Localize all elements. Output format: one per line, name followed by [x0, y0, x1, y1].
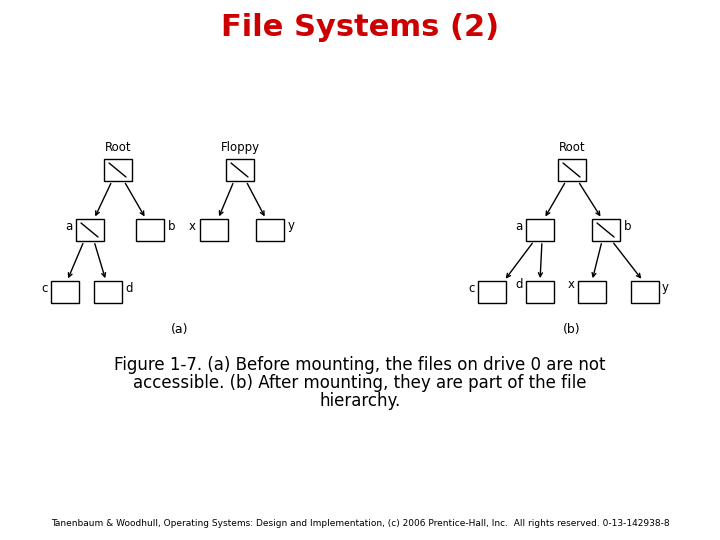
Text: x: x [189, 219, 196, 233]
Text: (b): (b) [563, 323, 581, 336]
Bar [478, 281, 506, 303]
Bar [526, 281, 554, 303]
Text: Root: Root [559, 141, 585, 154]
Text: Figure 1-7. (a) Before mounting, the files on drive 0 are not: Figure 1-7. (a) Before mounting, the fil… [114, 356, 606, 374]
Text: Tanenbaum & Woodhull, Operating Systems: Design and Implementation, (c) 2006 Pre: Tanenbaum & Woodhull, Operating Systems:… [50, 519, 670, 528]
Text: hierarchy.: hierarchy. [320, 392, 400, 410]
Bar [104, 159, 132, 181]
Bar [200, 219, 228, 241]
Bar [578, 281, 606, 303]
Text: (a): (a) [171, 323, 189, 336]
Text: b: b [168, 219, 176, 233]
Text: c: c [42, 281, 48, 294]
Text: File Systems (2): File Systems (2) [221, 12, 499, 42]
Text: c: c [469, 281, 475, 294]
Bar [631, 281, 659, 303]
Text: Root: Root [104, 141, 131, 154]
Bar [526, 219, 554, 241]
Bar [558, 159, 586, 181]
Bar [136, 219, 164, 241]
Text: d: d [516, 278, 523, 291]
Text: b: b [624, 219, 631, 233]
Text: Floppy: Floppy [220, 141, 260, 154]
Bar [94, 281, 122, 303]
Text: d: d [125, 281, 132, 294]
Bar [76, 219, 104, 241]
Text: y: y [662, 281, 669, 294]
Bar [256, 219, 284, 241]
Text: y: y [288, 219, 295, 233]
Text: x: x [568, 278, 575, 291]
Text: accessible. (b) After mounting, they are part of the file: accessible. (b) After mounting, they are… [133, 374, 587, 392]
Bar [226, 159, 254, 181]
Text: a: a [65, 219, 72, 233]
Text: a: a [515, 219, 522, 233]
Bar [51, 281, 79, 303]
Bar [592, 219, 620, 241]
